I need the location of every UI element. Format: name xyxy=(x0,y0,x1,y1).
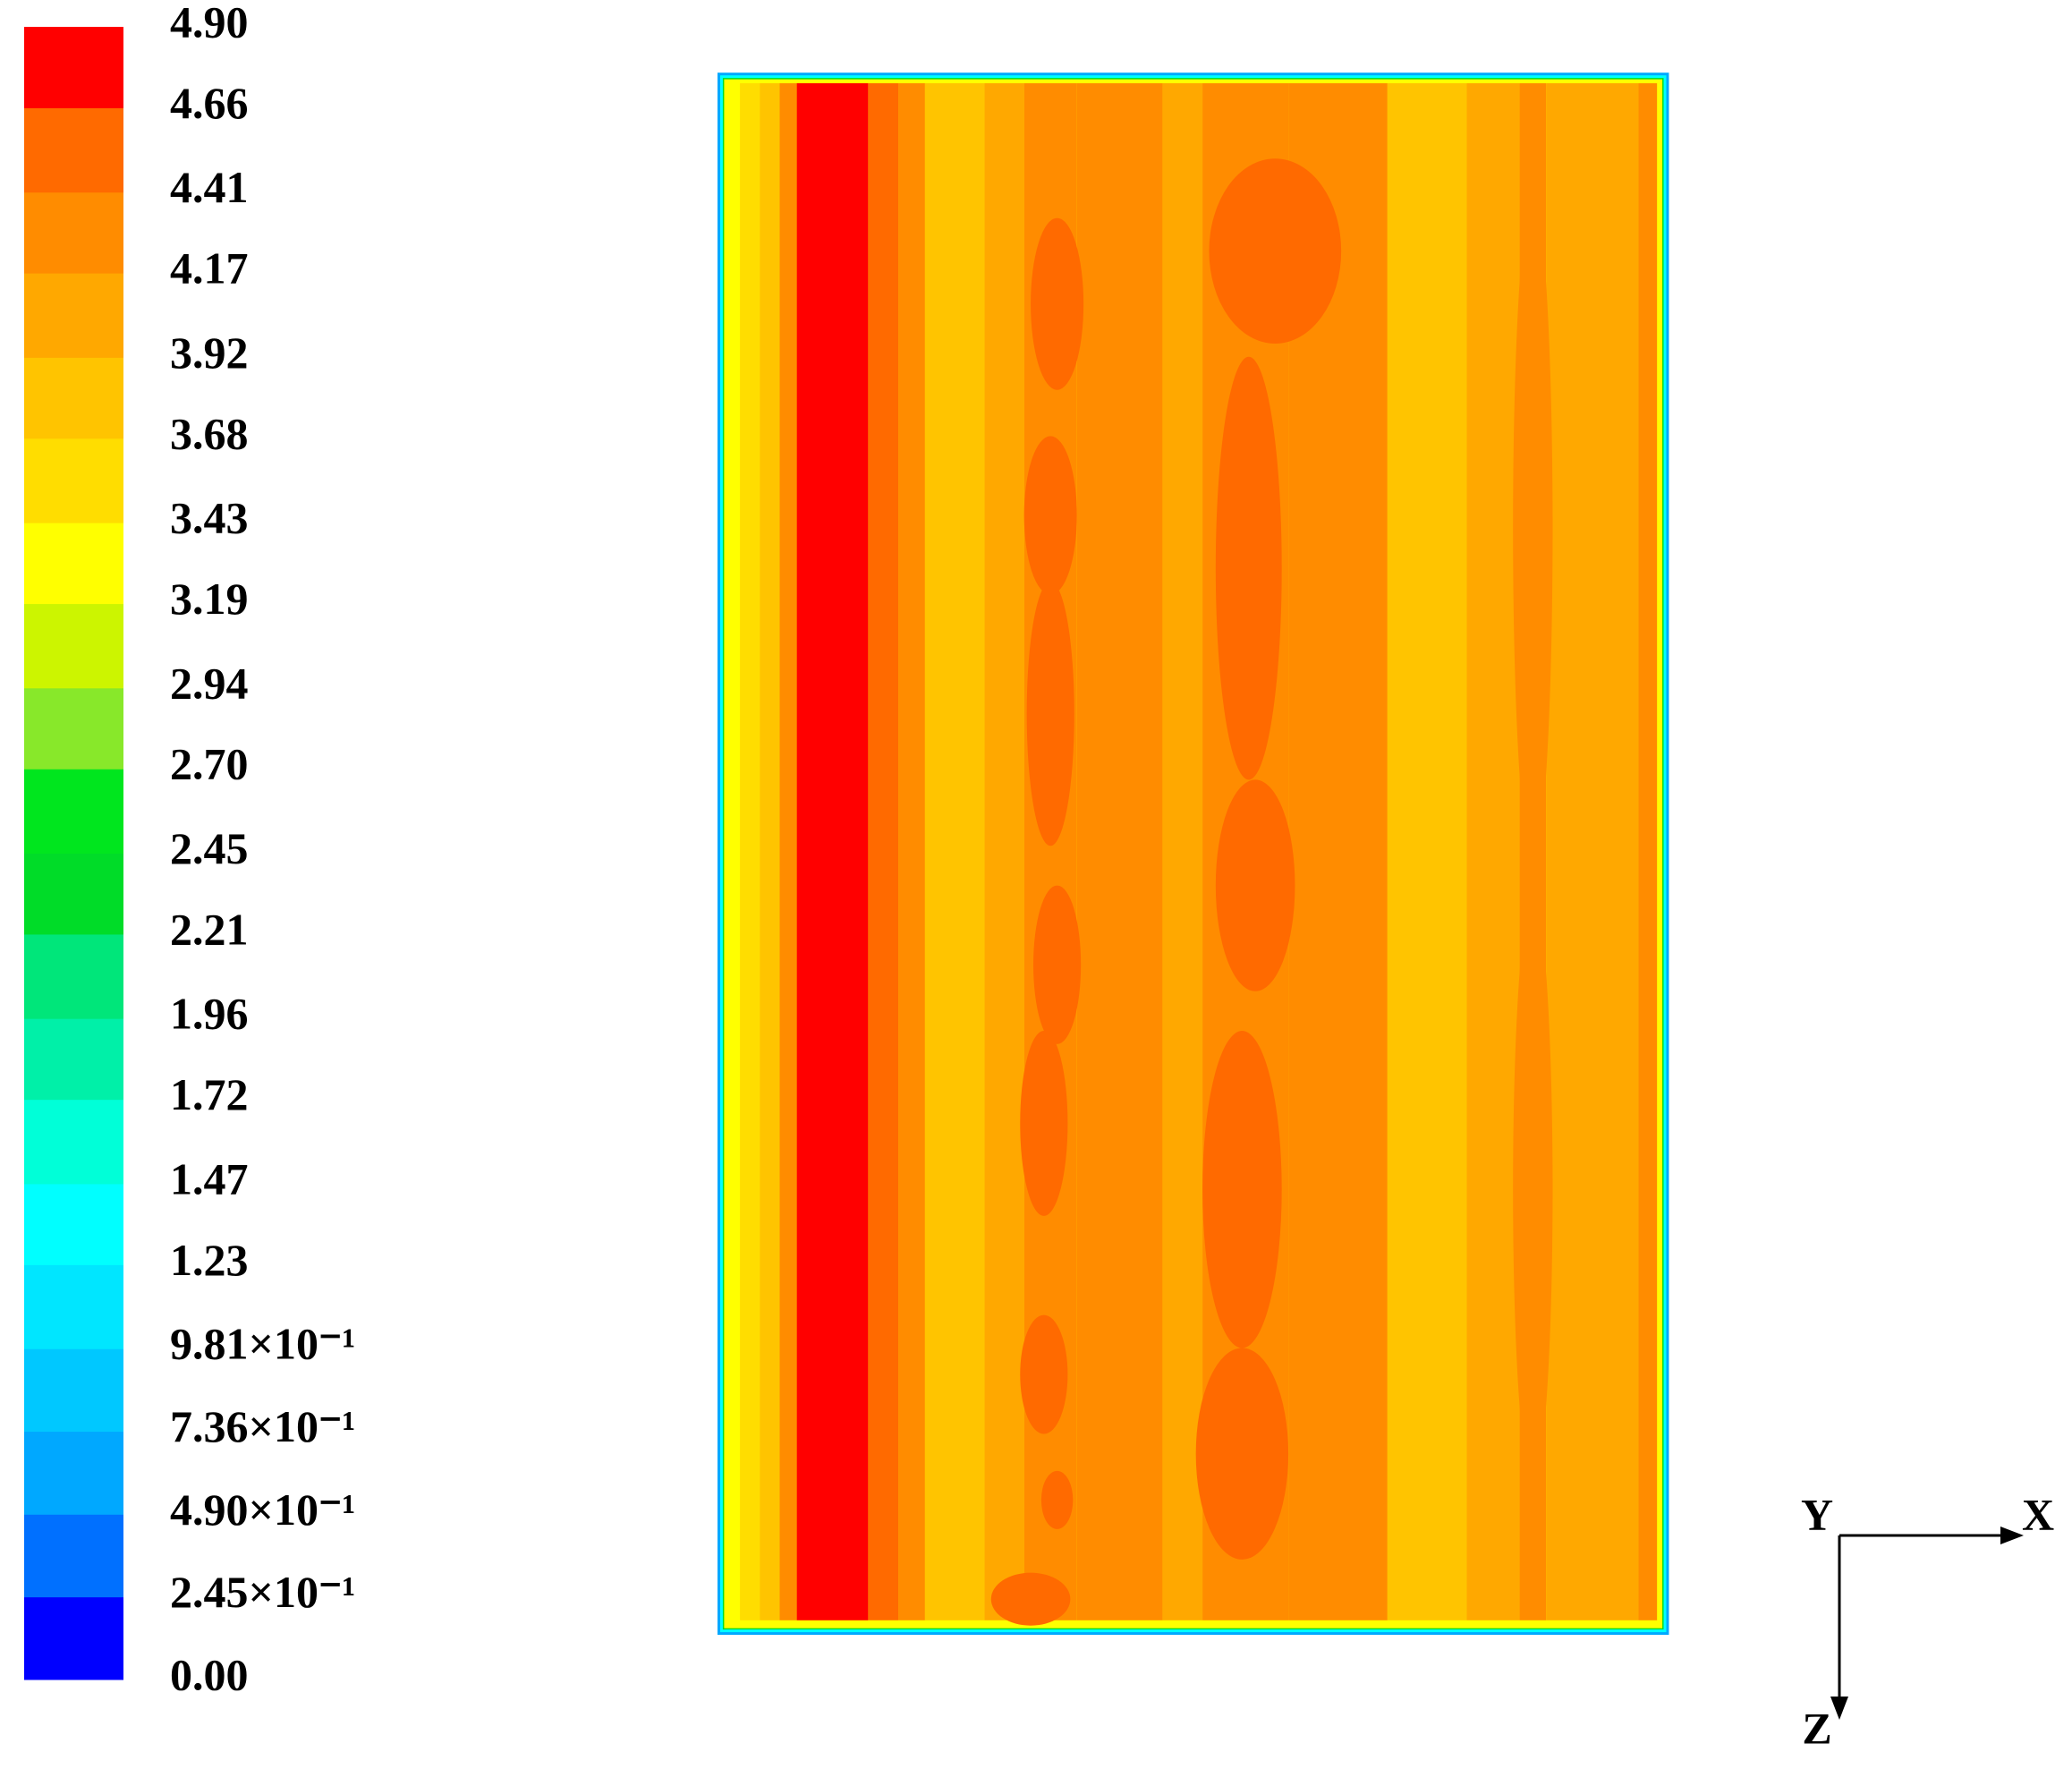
contour-region xyxy=(1209,158,1342,344)
axis-triad: Y X Z xyxy=(1801,1489,2054,1753)
colorbar-label: 4.66 xyxy=(170,78,249,128)
colorbar-label: 7.36×10⁻¹ xyxy=(170,1401,355,1451)
contour-region xyxy=(1076,83,1163,1620)
contour-region xyxy=(1020,1314,1068,1434)
contour-region xyxy=(1202,1031,1282,1348)
contour-region xyxy=(740,83,760,1620)
contour-region xyxy=(868,83,899,1620)
arrow-head xyxy=(1830,1697,1848,1720)
contour-region xyxy=(796,83,869,1620)
contour-region xyxy=(1466,83,1520,1620)
colorbar-label: 2.45 xyxy=(170,823,249,873)
contour-region xyxy=(1513,198,1553,860)
contour-region xyxy=(1031,217,1084,390)
colorbar-label: 0.00 xyxy=(170,1649,249,1699)
colorbar-label: 3.92 xyxy=(170,327,249,378)
colorbar-band xyxy=(24,1431,123,1515)
colorbar-label: 3.43 xyxy=(170,493,249,543)
contour-region xyxy=(1023,436,1077,595)
contour-region xyxy=(1638,83,1658,1620)
contour-region xyxy=(760,83,780,1620)
colorbar-label: 9.81×10⁻¹ xyxy=(170,1319,355,1369)
contour-region xyxy=(1513,898,1553,1481)
colorbar-band xyxy=(24,687,123,770)
colorbar-band xyxy=(24,853,123,935)
contour-region xyxy=(1026,581,1074,846)
contour-region xyxy=(1546,83,1639,1620)
contour-region xyxy=(1387,83,1467,1620)
contour-region xyxy=(898,83,925,1620)
contour-region xyxy=(984,83,1024,1620)
colorbar-band xyxy=(24,1514,123,1598)
colorbar-band xyxy=(24,523,123,605)
colorbar-label: 2.21 xyxy=(170,904,249,954)
contour-region xyxy=(924,83,985,1620)
colorbar-label: 4.41 xyxy=(170,162,249,212)
colorbar-band xyxy=(24,603,123,689)
contour-field xyxy=(718,72,1669,1636)
colorbar-band xyxy=(24,191,123,274)
colorbar-label: 4.90 xyxy=(170,0,249,47)
colorbar-band xyxy=(24,933,123,1019)
colorbar-band xyxy=(24,1183,123,1265)
colorbar-label: 2.45×10⁻¹ xyxy=(170,1567,355,1617)
colorbar-label: 2.94 xyxy=(170,658,249,708)
colorbar-label: 4.17 xyxy=(170,243,249,293)
contour-region xyxy=(1040,1470,1074,1529)
colorbar-band xyxy=(24,107,123,193)
colorbar-band xyxy=(24,273,123,358)
contour-region xyxy=(1162,83,1203,1620)
colorbar-label: 1.96 xyxy=(170,989,249,1039)
contour-region xyxy=(1033,885,1082,1044)
colorbar: 0.00 2.45×10⁻¹ 4.90×10⁻¹ 7.36×10⁻¹ 9.81×10⁻¹… xyxy=(24,0,355,1699)
colorbar-band xyxy=(24,1264,123,1349)
colorbar-label: 1.72 xyxy=(170,1069,249,1119)
colorbar-band xyxy=(24,438,123,523)
colorbar-label: 2.70 xyxy=(170,739,249,789)
contour-region xyxy=(1288,83,1388,1620)
contour-region xyxy=(1215,356,1282,780)
arrow-head xyxy=(2000,1527,2024,1544)
colorbar-label: 4.90×10⁻¹ xyxy=(170,1484,355,1535)
contour-region xyxy=(990,1572,1071,1626)
axis-label: X xyxy=(2022,1489,2054,1539)
colorbar-band xyxy=(24,1018,123,1101)
colorbar-band xyxy=(24,1596,123,1680)
colorbar-band xyxy=(24,357,123,439)
colorbar-band xyxy=(24,1099,123,1185)
colorbar-label: 1.23 xyxy=(170,1235,249,1285)
contour-region xyxy=(726,83,741,1620)
colorbar-band xyxy=(24,769,123,854)
axis-label: Y xyxy=(1801,1489,1833,1539)
contour-region xyxy=(779,83,797,1620)
axis-label: Z xyxy=(1802,1703,1831,1753)
colorbar-label: 3.68 xyxy=(170,408,249,458)
colorbar-band xyxy=(24,27,123,108)
colorbar-label: 1.47 xyxy=(170,1153,249,1203)
colorbar-label: 3.19 xyxy=(170,574,249,624)
colorbar-band xyxy=(24,1348,123,1433)
contour-region xyxy=(1215,779,1295,991)
contour-region xyxy=(1195,1348,1289,1560)
contour-region xyxy=(1020,1031,1068,1216)
